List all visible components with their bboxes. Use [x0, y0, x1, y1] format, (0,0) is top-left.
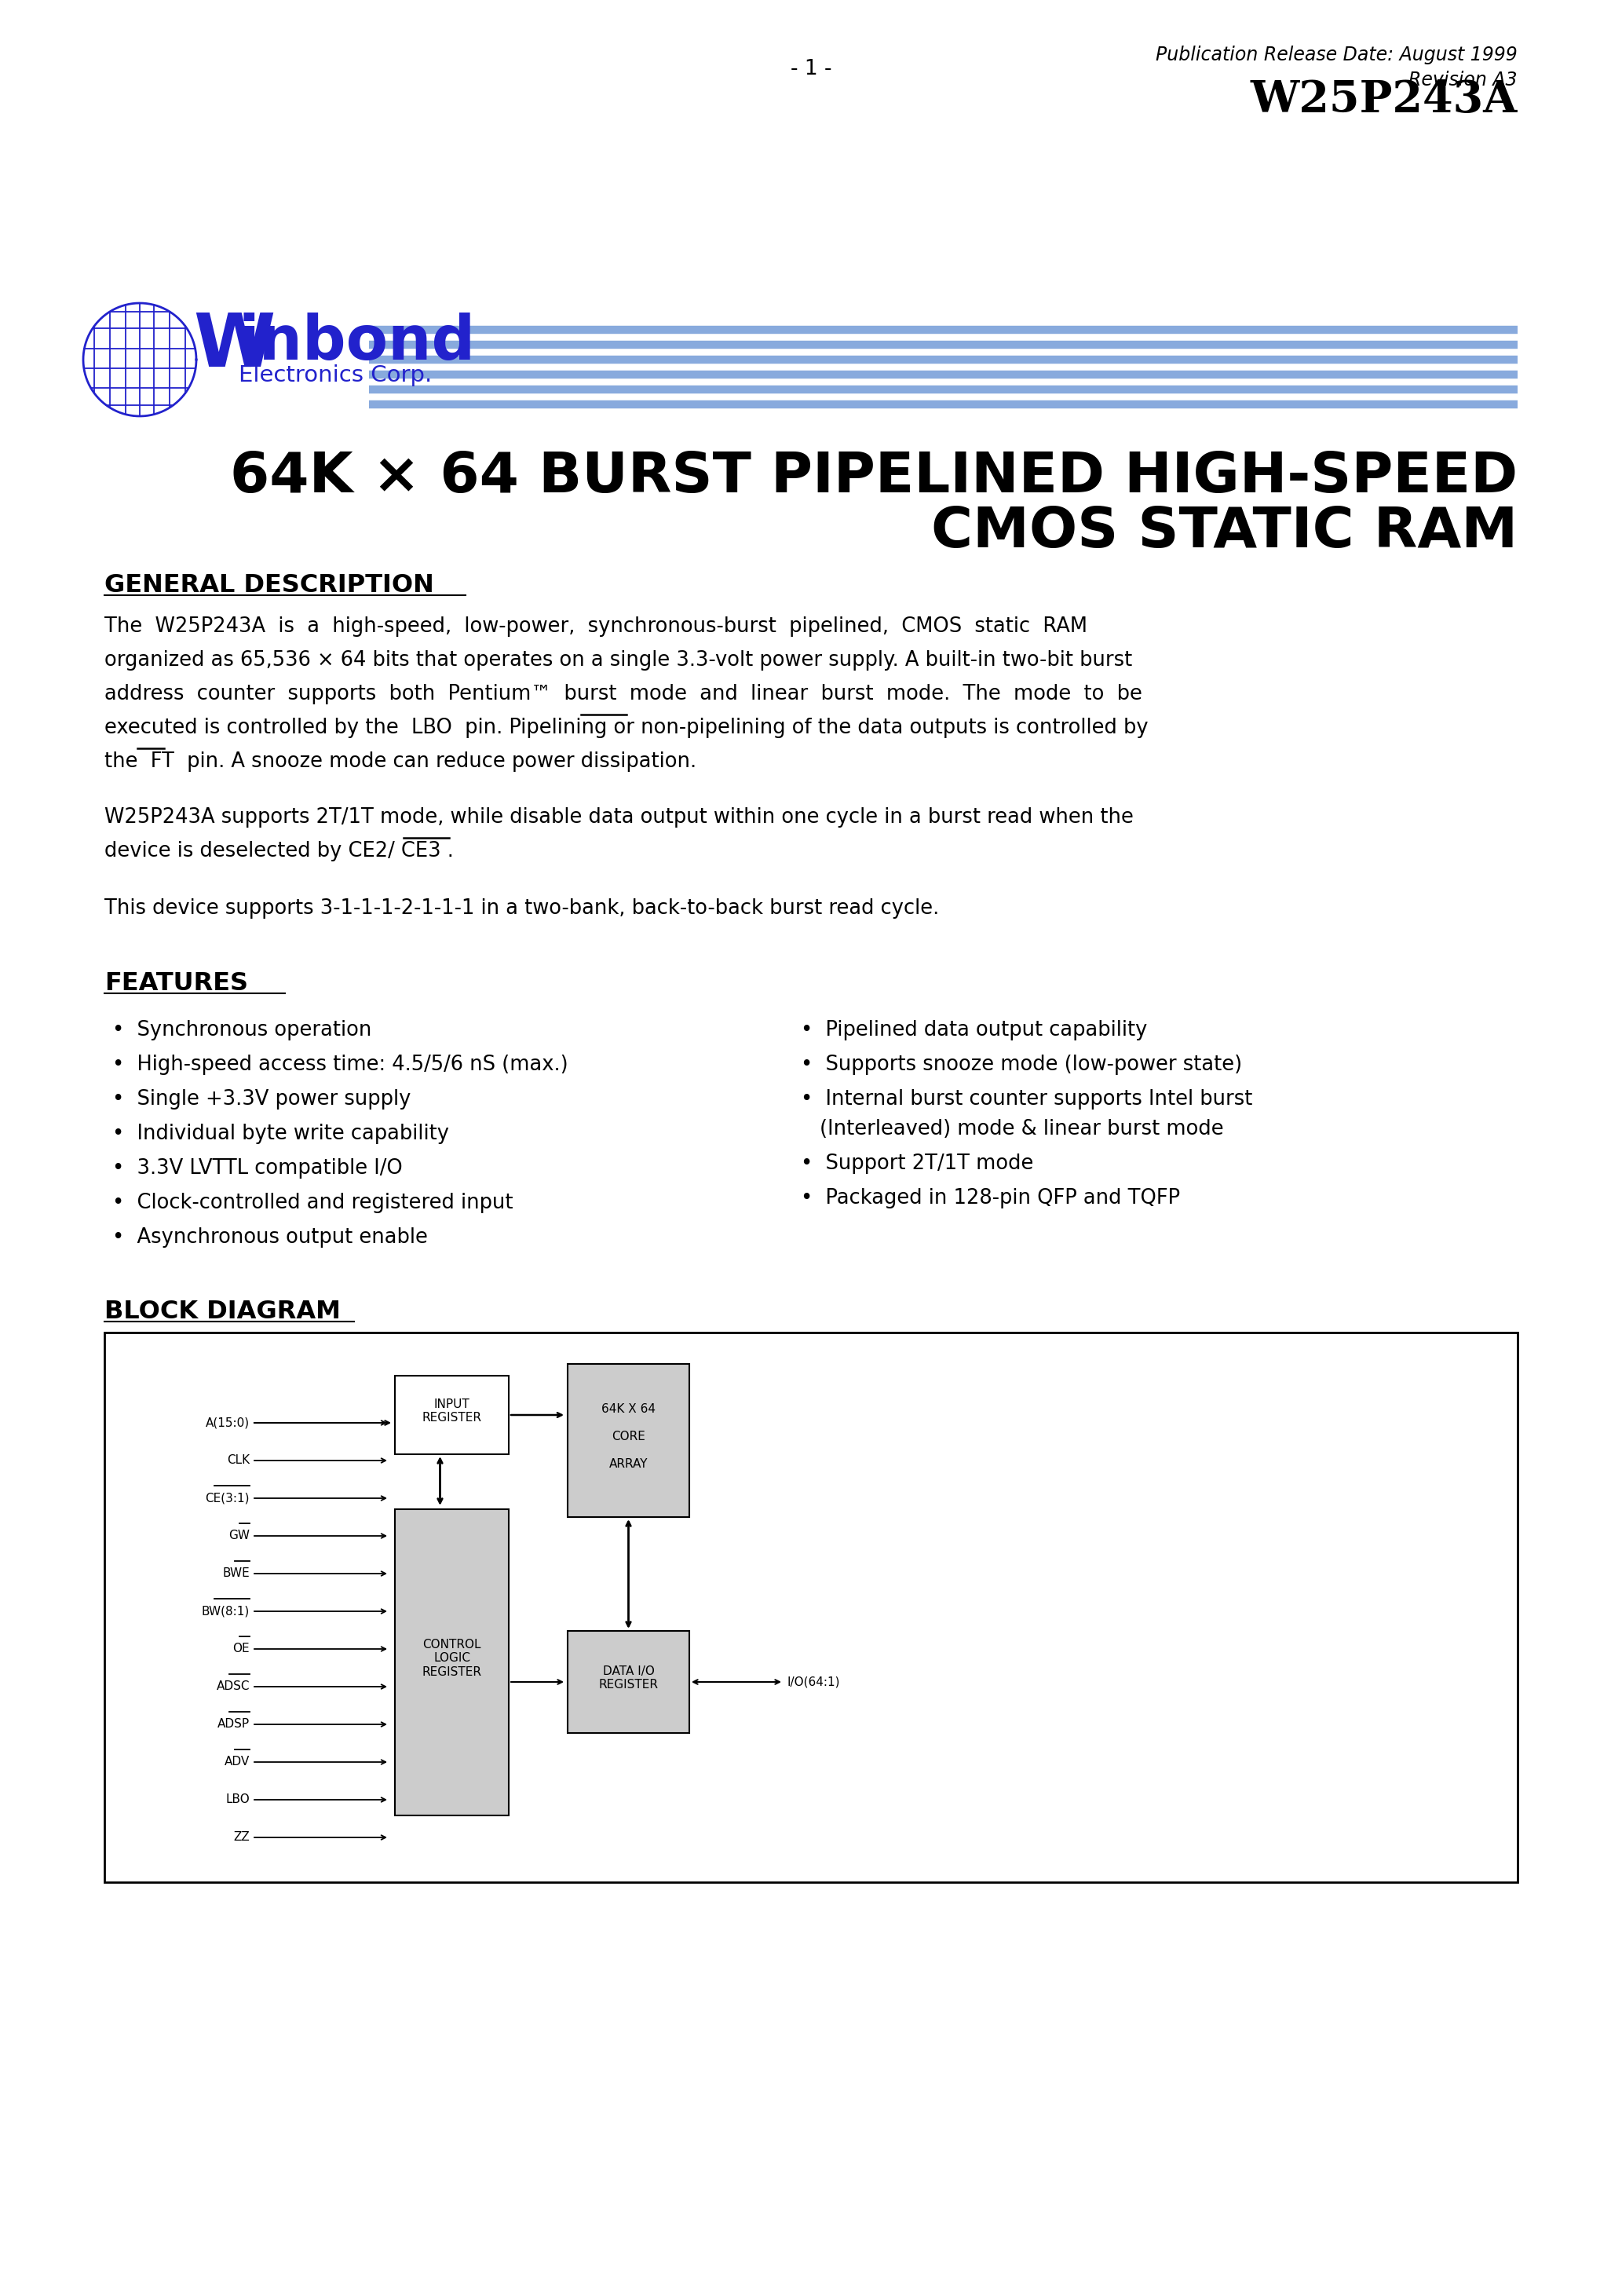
Text: CLK: CLK [227, 1456, 250, 1467]
Text: (Interleaved) mode & linear burst mode: (Interleaved) mode & linear burst mode [819, 1118, 1223, 1139]
Text: inbond: inbond [238, 312, 475, 372]
Text: device is deselected by CE2/ CE3 .: device is deselected by CE2/ CE3 . [104, 840, 454, 861]
Text: •  Supports snooze mode (low-power state): • Supports snooze mode (low-power state) [801, 1054, 1242, 1075]
Text: CMOS STATIC RAM: CMOS STATIC RAM [931, 505, 1518, 560]
Text: •  Single +3.3V power supply: • Single +3.3V power supply [112, 1088, 410, 1109]
Text: OE: OE [232, 1644, 250, 1655]
Bar [394, 1375, 509, 1453]
Text: BLOCK DIAGRAM: BLOCK DIAGRAM [104, 1300, 341, 1325]
Bar [104, 1332, 1518, 1883]
Text: executed is controlled by the  LBO  pin. Pipelining or non-pipelining of the dat: executed is controlled by the LBO pin. P… [104, 719, 1148, 737]
Text: ADV: ADV [224, 1756, 250, 1768]
Text: •  Synchronous operation: • Synchronous operation [112, 1019, 371, 1040]
Text: organized as 65,536 × 64 bits that operates on a single 3.3-volt power supply. A: organized as 65,536 × 64 bits that opera… [104, 650, 1132, 670]
Text: GW: GW [229, 1529, 250, 1543]
Text: W25P243A supports 2T/1T mode, while disable data output within one cycle in a bu: W25P243A supports 2T/1T mode, while disa… [104, 808, 1134, 827]
Text: FEATURES: FEATURES [104, 971, 248, 996]
Text: Electronics Corp.: Electronics Corp. [238, 365, 431, 386]
Text: W25P243A: W25P243A [1251, 78, 1518, 122]
Text: the  FT  pin. A snooze mode can reduce power dissipation.: the FT pin. A snooze mode can reduce pow… [104, 751, 696, 771]
Text: •  Pipelined data output capability: • Pipelined data output capability [801, 1019, 1147, 1040]
Text: GENERAL DESCRIPTION: GENERAL DESCRIPTION [104, 574, 435, 597]
Text: address  counter  supports  both  Pentium™  burst  mode  and  linear  burst  mod: address counter supports both Pentium™ b… [104, 684, 1142, 705]
Text: •  Packaged in 128-pin QFP and TQFP: • Packaged in 128-pin QFP and TQFP [801, 1187, 1181, 1208]
Bar [568, 1364, 689, 1518]
Text: CE(3:1): CE(3:1) [206, 1492, 250, 1504]
Text: A(15:0): A(15:0) [206, 1417, 250, 1428]
Text: •  3.3V LVTTL compatible I/O: • 3.3V LVTTL compatible I/O [112, 1157, 402, 1178]
Bar [394, 1508, 509, 1816]
Text: •  Asynchronous output enable: • Asynchronous output enable [112, 1228, 428, 1247]
Text: BWE: BWE [222, 1568, 250, 1580]
Text: •  Clock-controlled and registered input: • Clock-controlled and registered input [112, 1192, 513, 1212]
Text: 64K × 64 BURST PIPELINED HIGH-SPEED: 64K × 64 BURST PIPELINED HIGH-SPEED [230, 450, 1518, 505]
Text: The  W25P243A  is  a  high-speed,  low-power,  synchronous-burst  pipelined,  CM: The W25P243A is a high-speed, low-power,… [104, 615, 1087, 636]
Text: BW(8:1): BW(8:1) [201, 1605, 250, 1616]
Text: •  Support 2T/1T mode: • Support 2T/1T mode [801, 1153, 1033, 1173]
Text: CONTROL
LOGIC
REGISTER: CONTROL LOGIC REGISTER [422, 1639, 482, 1678]
Text: INPUT
REGISTER: INPUT REGISTER [422, 1398, 482, 1424]
Text: - 1 -: - 1 - [790, 60, 832, 80]
Text: •  Individual byte write capability: • Individual byte write capability [112, 1123, 449, 1143]
Text: •  Internal burst counter supports Intel burst: • Internal burst counter supports Intel … [801, 1088, 1252, 1109]
Text: •  High-speed access time: 4.5/5/6 nS (max.): • High-speed access time: 4.5/5/6 nS (ma… [112, 1054, 568, 1075]
Text: W: W [193, 310, 276, 383]
Bar [568, 1630, 689, 1733]
Text: LBO: LBO [225, 1793, 250, 1805]
Text: DATA I/O
REGISTER: DATA I/O REGISTER [599, 1665, 659, 1690]
Text: Publication Release Date: August 1999: Publication Release Date: August 1999 [1156, 46, 1518, 64]
Text: This device supports 3-1-1-1-2-1-1-1 in a two-bank, back-to-back burst read cycl: This device supports 3-1-1-1-2-1-1-1 in … [104, 898, 939, 918]
Text: ADSC: ADSC [216, 1681, 250, 1692]
Text: ZZ: ZZ [234, 1832, 250, 1844]
Text: 64K X 64

CORE

ARRAY: 64K X 64 CORE ARRAY [602, 1403, 655, 1469]
Text: ADSP: ADSP [217, 1717, 250, 1731]
Text: Revision A3: Revision A3 [1410, 71, 1518, 90]
Text: I/O(64:1): I/O(64:1) [787, 1676, 840, 1688]
